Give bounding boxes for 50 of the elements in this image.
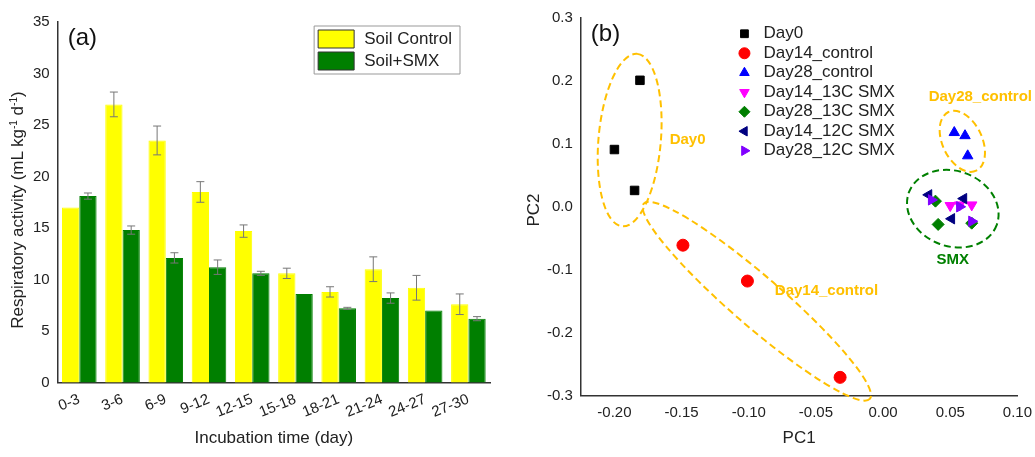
- y-tick-label: 15: [33, 218, 50, 236]
- y-tick-label: 0.1: [551, 134, 573, 152]
- x-tick-label: 6-9: [141, 389, 169, 414]
- y-tick-label: 5: [41, 321, 50, 339]
- x-tick-label: 21-24: [342, 389, 385, 420]
- legend-label: Day14_12C SMX: [763, 120, 895, 140]
- x-tick-label: 18-21: [299, 389, 342, 420]
- y-tick-label: -0.3: [546, 385, 573, 403]
- x-tick-label: -0.20: [597, 402, 632, 420]
- x-tick-label: 15-18: [256, 389, 299, 420]
- x-axis-title: Incubation time (day): [194, 428, 354, 448]
- annotation: Day14_control: [774, 281, 879, 299]
- legend-label: Day28_12C SMX: [763, 140, 895, 160]
- x-tick-label: 0.05: [935, 402, 965, 420]
- x-tick-label: 24-27: [385, 389, 428, 420]
- y-tick-label: 0.0: [551, 196, 573, 214]
- y-tick-label: 0.3: [551, 8, 573, 26]
- y-tick-label: 0.2: [551, 71, 573, 89]
- x-axis-title: PC1: [782, 428, 816, 448]
- y-tick-label: 10: [33, 269, 50, 287]
- chart-title: (a): [67, 22, 98, 50]
- y-tick-label: 25: [33, 115, 50, 133]
- y-tick-label: -0.2: [546, 322, 573, 340]
- x-tick-label: 0.00: [868, 402, 898, 420]
- legend-label: Day14_control: [763, 42, 874, 62]
- x-tick-label: 12-15: [212, 389, 255, 420]
- x-tick-label: 0-3: [55, 389, 82, 414]
- x-tick-label: 0.10: [1002, 402, 1032, 420]
- legend-label: Soil Control: [364, 28, 452, 48]
- annotation: Day28_control: [928, 86, 1032, 104]
- legend-label: Day0: [763, 23, 804, 43]
- y-tick-label: 35: [33, 12, 50, 30]
- legend-label: Day14_13C SMX: [763, 81, 895, 101]
- legend-label: Day28_control: [763, 62, 874, 82]
- chart-title: (b): [590, 18, 621, 46]
- legend-label: Soil+SMX: [364, 50, 440, 70]
- x-tick-label: -0.10: [731, 402, 766, 420]
- legend-label: Day28_13C SMX: [763, 101, 895, 121]
- x-tick-label: 9-12: [177, 389, 212, 417]
- annotation: SMX: [936, 249, 970, 267]
- x-tick-label: 27-30: [429, 389, 472, 420]
- x-tick-label: -0.15: [664, 402, 699, 420]
- annotation: Day0: [669, 130, 706, 148]
- y-axis-title: PC2: [524, 193, 544, 227]
- x-tick-label: -0.05: [798, 402, 834, 420]
- y-tick-label: 0: [41, 372, 50, 390]
- y-tick-label: -0.1: [546, 259, 573, 277]
- y-tick-label: 30: [33, 63, 50, 81]
- y-tick-label: 20: [33, 166, 50, 184]
- x-tick-label: 3-6: [98, 389, 126, 414]
